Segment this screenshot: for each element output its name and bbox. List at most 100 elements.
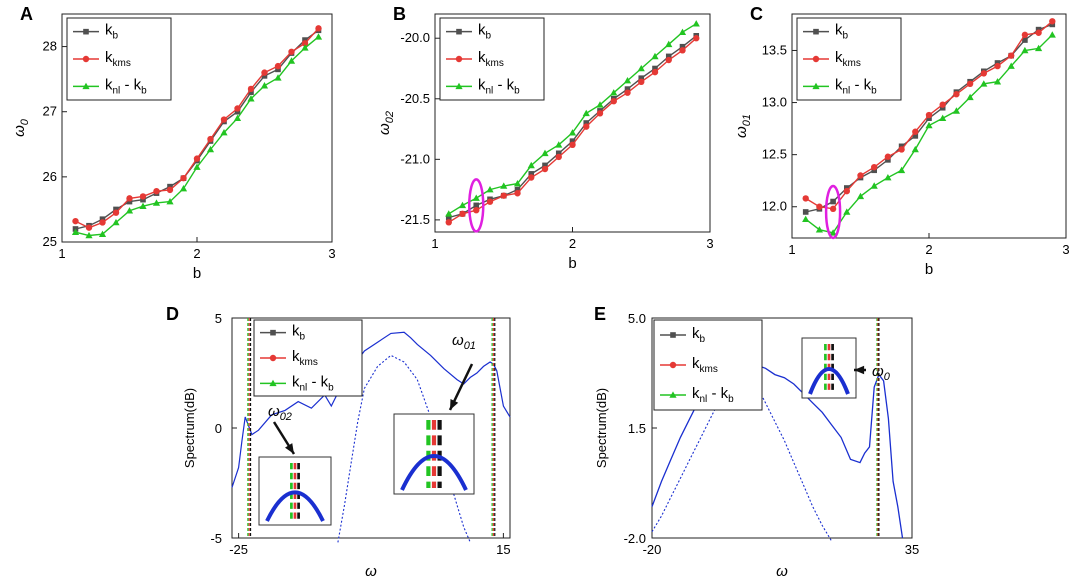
point-k_kms xyxy=(112,209,120,216)
arrow-to-inset-02-head xyxy=(284,443,294,454)
point-k_b xyxy=(665,53,672,60)
point-k_nl xyxy=(71,228,80,236)
point-k_kms xyxy=(939,101,946,108)
legend-marker-k_b xyxy=(670,332,676,338)
point-k_b xyxy=(445,214,452,221)
y-tick-label: -2.0 xyxy=(624,531,646,546)
x-axis-label: b xyxy=(568,255,576,272)
point-k_nl xyxy=(829,229,837,236)
legend-marker-k_b xyxy=(270,329,276,336)
legend-marker-k_nl xyxy=(812,82,820,90)
point-k_kms xyxy=(528,174,535,181)
x-tick-label: 3 xyxy=(1062,242,1069,257)
point-k_nl xyxy=(445,210,453,217)
point-k_kms xyxy=(1049,18,1056,25)
x-axis-label: ω xyxy=(776,563,788,580)
point-k_nl xyxy=(1007,62,1015,69)
point-k_kms xyxy=(829,205,837,213)
x-tick-label: 2 xyxy=(925,242,932,257)
point-k_kms xyxy=(583,123,590,130)
point-k_kms xyxy=(925,111,933,119)
point-k_b xyxy=(302,37,308,43)
x-tick-label: 1 xyxy=(788,242,795,257)
y-tick-label: 5 xyxy=(215,311,222,326)
legend-label-k_nl: knl - kb xyxy=(478,76,520,96)
point-k_nl xyxy=(568,129,577,136)
x-tick-label: 1 xyxy=(58,246,65,261)
y-tick-label: 12.0 xyxy=(762,199,787,214)
point-k_nl xyxy=(139,202,147,209)
point-k_kms xyxy=(514,190,521,197)
point-k_nl xyxy=(939,114,947,121)
y-tick-label: 1.5 xyxy=(628,421,646,436)
legend-label-k_nl: knl - kb xyxy=(105,76,147,96)
point-k_kms xyxy=(569,141,576,148)
x-tick-label: 2 xyxy=(193,246,200,261)
legend-marker-k_nl xyxy=(269,379,277,387)
point-k_kms xyxy=(953,91,960,98)
point-k_kms xyxy=(99,219,106,226)
y-tick-label: 27 xyxy=(43,104,57,119)
point-k_kms xyxy=(500,192,507,199)
point-k_nl xyxy=(179,184,188,192)
inset-omega0-peak xyxy=(808,367,850,395)
y-tick-label: 13.5 xyxy=(762,42,787,57)
legend-label-k_b: kb xyxy=(692,325,706,345)
point-k_nl xyxy=(815,226,823,233)
point-k_b xyxy=(99,216,106,222)
point-k_kms xyxy=(679,47,686,54)
point-k_nl xyxy=(870,182,878,189)
legend-label-k_b: kb xyxy=(292,323,306,343)
point-k_nl xyxy=(596,101,604,108)
y-tick-label: -20.5 xyxy=(400,91,430,106)
y-tick-label: 28 xyxy=(43,39,57,54)
inset-omega01-peak xyxy=(400,454,468,491)
point-k_kms xyxy=(966,80,974,88)
annotation-omega01: ω01 xyxy=(452,332,476,352)
point-k_nl xyxy=(458,201,467,209)
point-k_b xyxy=(234,108,241,115)
point-k_kms xyxy=(261,69,268,76)
y-axis-label: Spectrum(dB) xyxy=(182,388,197,468)
point-k_nl xyxy=(112,218,120,226)
point-k_nl xyxy=(692,20,700,27)
x-axis-label: b xyxy=(193,265,201,282)
point-k_nl xyxy=(513,179,522,187)
legend-label-k_kms: kkms xyxy=(478,49,504,69)
point-k_kms xyxy=(1008,52,1015,59)
y-tick-label: -21.5 xyxy=(400,212,430,227)
legend-marker-k_kms xyxy=(669,361,677,369)
point-k_kms xyxy=(843,187,850,195)
point-k_nl xyxy=(637,64,645,72)
point-k_b xyxy=(542,162,548,169)
point-k_nl xyxy=(911,145,919,153)
point-k_kms xyxy=(624,89,631,96)
panel-label: C xyxy=(750,4,763,24)
point-k_nl xyxy=(884,173,892,181)
x-tick-label: 35 xyxy=(905,542,919,557)
point-k_nl xyxy=(898,166,906,174)
y-tick-label: -21.0 xyxy=(400,151,430,166)
point-k_nl xyxy=(247,95,255,102)
panel-label: A xyxy=(20,4,33,24)
point-k_kms xyxy=(166,186,174,194)
point-k_nl xyxy=(623,77,632,84)
point-k_nl xyxy=(678,28,687,35)
point-k_b xyxy=(126,198,133,205)
point-k_kms xyxy=(207,135,214,143)
point-k_nl xyxy=(527,161,535,169)
point-k_nl xyxy=(610,89,618,96)
point-k_b xyxy=(140,196,146,203)
arrow-to-inset-0-head xyxy=(854,365,865,375)
y-axis-label: ω02 xyxy=(376,111,396,135)
y-tick-label: -5 xyxy=(210,531,222,546)
point-k_nl xyxy=(993,78,1002,85)
point-k_b xyxy=(248,89,254,95)
point-k_kms xyxy=(596,110,604,117)
point-k_nl xyxy=(541,149,549,157)
point-k_kms xyxy=(816,203,823,210)
point-k_nl xyxy=(1035,44,1043,52)
point-k_kms xyxy=(139,193,147,200)
point-k_kms xyxy=(459,210,466,218)
arrow-to-inset-01-head xyxy=(450,399,459,410)
